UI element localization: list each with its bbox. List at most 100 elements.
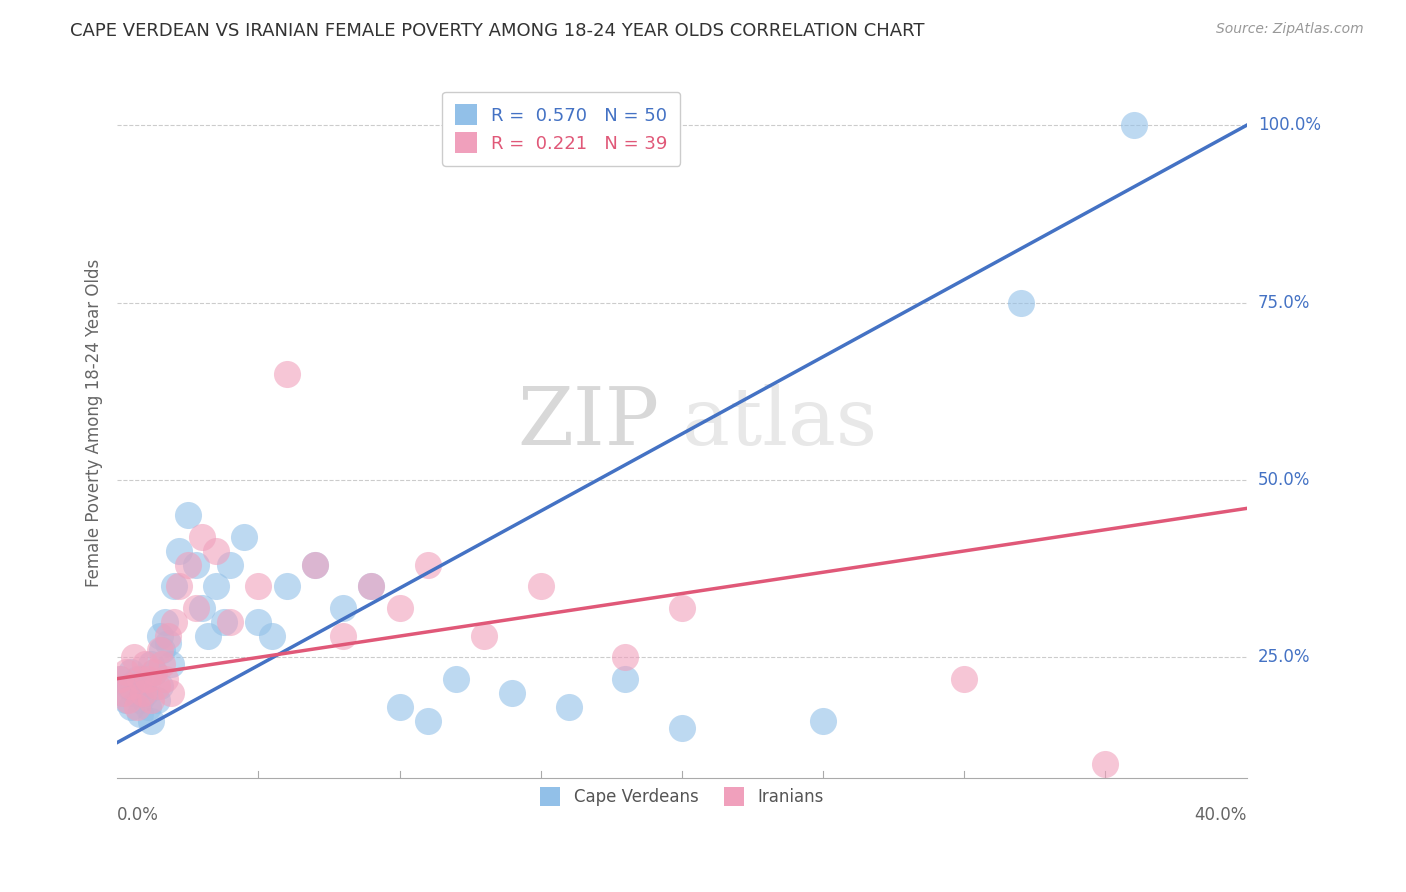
Point	[416, 714, 439, 729]
Point	[332, 629, 354, 643]
Point	[1010, 295, 1032, 310]
Point	[304, 558, 326, 573]
Text: 40.0%: 40.0%	[1194, 806, 1247, 824]
Point	[276, 367, 298, 381]
Point	[501, 686, 523, 700]
Point	[136, 700, 159, 714]
Point	[247, 579, 270, 593]
Point	[177, 558, 200, 573]
Point	[247, 615, 270, 629]
Point	[134, 686, 156, 700]
Point	[136, 672, 159, 686]
Point	[530, 579, 553, 593]
Point	[131, 679, 153, 693]
Point	[108, 672, 131, 686]
Point	[117, 693, 139, 707]
Text: 50.0%: 50.0%	[1258, 471, 1310, 489]
Point	[205, 544, 228, 558]
Point	[153, 672, 176, 686]
Point	[114, 665, 136, 679]
Point	[134, 657, 156, 672]
Point	[558, 700, 581, 714]
Point	[332, 600, 354, 615]
Point	[125, 672, 148, 686]
Point	[139, 714, 162, 729]
Point	[134, 672, 156, 686]
Point	[811, 714, 834, 729]
Point	[111, 686, 134, 700]
Point	[128, 707, 150, 722]
Point	[472, 629, 495, 643]
Point	[233, 530, 256, 544]
Point	[169, 544, 191, 558]
Point	[191, 530, 214, 544]
Point	[139, 693, 162, 707]
Legend: Cape Verdeans, Iranians: Cape Verdeans, Iranians	[527, 773, 837, 820]
Point	[169, 579, 191, 593]
Point	[219, 615, 242, 629]
Point	[671, 722, 693, 736]
Point	[953, 672, 976, 686]
Text: 100.0%: 100.0%	[1258, 116, 1320, 135]
Point	[614, 650, 637, 665]
Point	[145, 679, 167, 693]
Point	[197, 629, 219, 643]
Point	[360, 579, 382, 593]
Point	[186, 558, 208, 573]
Point	[191, 600, 214, 615]
Point	[131, 686, 153, 700]
Point	[219, 558, 242, 573]
Point	[304, 558, 326, 573]
Text: 25.0%: 25.0%	[1258, 648, 1310, 666]
Point	[145, 693, 167, 707]
Point	[150, 643, 173, 657]
Point	[163, 579, 186, 593]
Point	[205, 579, 228, 593]
Point	[388, 600, 411, 615]
Text: Source: ZipAtlas.com: Source: ZipAtlas.com	[1216, 22, 1364, 37]
Text: ZIP: ZIP	[517, 384, 659, 462]
Point	[142, 665, 165, 679]
Point	[214, 615, 236, 629]
Text: CAPE VERDEAN VS IRANIAN FEMALE POVERTY AMONG 18-24 YEAR OLDS CORRELATION CHART: CAPE VERDEAN VS IRANIAN FEMALE POVERTY A…	[70, 22, 925, 40]
Point	[120, 679, 142, 693]
Point	[148, 643, 170, 657]
Point	[122, 650, 145, 665]
Text: 0.0%: 0.0%	[117, 806, 159, 824]
Text: atlas: atlas	[682, 384, 877, 462]
Point	[148, 629, 170, 643]
Point	[156, 629, 179, 643]
Point	[150, 657, 173, 672]
Point	[128, 693, 150, 707]
Point	[671, 600, 693, 615]
Point	[111, 686, 134, 700]
Point	[1122, 118, 1144, 132]
Point	[444, 672, 467, 686]
Point	[117, 679, 139, 693]
Point	[160, 657, 183, 672]
Point	[120, 665, 142, 679]
Point	[148, 679, 170, 693]
Point	[128, 672, 150, 686]
Point	[276, 579, 298, 593]
Point	[125, 700, 148, 714]
Point	[177, 508, 200, 523]
Point	[160, 686, 183, 700]
Point	[1094, 756, 1116, 771]
Point	[360, 579, 382, 593]
Point	[262, 629, 284, 643]
Text: 75.0%: 75.0%	[1258, 293, 1310, 311]
Point	[142, 665, 165, 679]
Point	[139, 657, 162, 672]
Point	[153, 615, 176, 629]
Point	[122, 686, 145, 700]
Point	[388, 700, 411, 714]
Point	[114, 693, 136, 707]
Point	[614, 672, 637, 686]
Point	[186, 600, 208, 615]
Point	[120, 700, 142, 714]
Y-axis label: Female Poverty Among 18-24 Year Olds: Female Poverty Among 18-24 Year Olds	[86, 260, 103, 588]
Point	[163, 615, 186, 629]
Point	[108, 672, 131, 686]
Point	[416, 558, 439, 573]
